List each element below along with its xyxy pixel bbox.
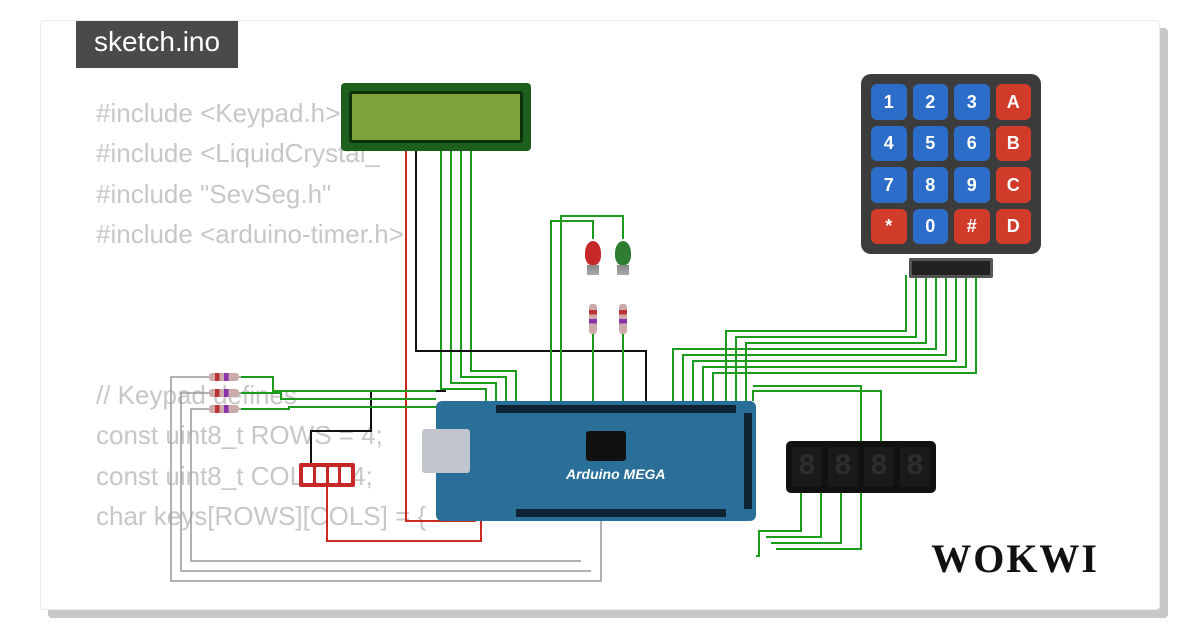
- keypad-key: 6: [954, 126, 990, 162]
- wire: [776, 493, 861, 549]
- wire: [673, 275, 936, 401]
- keypad-key: 1: [871, 84, 907, 120]
- wire: [683, 275, 946, 401]
- seven-segment-display: 8 8 8 8: [786, 441, 936, 493]
- keypad-key: 4: [871, 126, 907, 162]
- keypad-key: 7: [871, 167, 907, 203]
- keypad-key: *: [871, 209, 907, 245]
- wire: [726, 275, 906, 401]
- preview-card: sketch.ino #include <Keypad.h> #include …: [40, 20, 1160, 610]
- keypad-key: 5: [913, 126, 949, 162]
- keypad-key: 0: [913, 209, 949, 245]
- wire: [703, 275, 966, 401]
- keypad-key: #: [954, 209, 990, 245]
- resistor: [209, 405, 239, 413]
- keypad-key: C: [996, 167, 1032, 203]
- wire: [756, 493, 801, 556]
- keypad-key: 9: [954, 167, 990, 203]
- wire: [736, 275, 916, 401]
- wire: [753, 391, 881, 441]
- led: [615, 241, 631, 265]
- wire: [441, 151, 486, 401]
- keypad-key: A: [996, 84, 1032, 120]
- keypad-key: B: [996, 126, 1032, 162]
- wokwi-logo: WOKWI: [931, 539, 1099, 579]
- code-snippet: #include <Keypad.h> #include <LiquidCrys…: [96, 93, 426, 536]
- keypad-key: 3: [954, 84, 990, 120]
- wire: [416, 151, 646, 401]
- mcu-chip-icon: [586, 431, 626, 461]
- resistor: [209, 373, 239, 381]
- wire: [746, 275, 926, 401]
- keypad-4x4: 123A 456B 789C *0#D: [861, 74, 1041, 254]
- filename-label: sketch.ino: [94, 26, 220, 57]
- header-top: [496, 405, 736, 413]
- keypad-key: D: [996, 209, 1032, 245]
- header-bottom: [516, 509, 726, 517]
- keypad-key: 2: [913, 84, 949, 120]
- arduino-label: Arduino MEGA: [566, 467, 666, 481]
- dip-switch: [299, 463, 355, 487]
- resistor: [209, 389, 239, 397]
- lcd-display: [341, 83, 531, 151]
- resistor: [589, 304, 597, 334]
- wire: [713, 275, 976, 401]
- wire: [451, 151, 496, 401]
- wire: [693, 275, 956, 401]
- wire: [471, 151, 516, 401]
- wire: [771, 493, 841, 543]
- wire: [766, 493, 821, 537]
- wire: [753, 386, 861, 441]
- keypad-key: 8: [913, 167, 949, 203]
- resistor: [619, 304, 627, 334]
- lcd-screen: [349, 91, 523, 143]
- filename-tab: sketch.ino: [76, 21, 238, 68]
- header-right: [744, 413, 752, 509]
- arduino-mega: Arduino MEGA: [436, 401, 756, 521]
- led: [585, 241, 601, 265]
- usb-port-icon: [422, 429, 470, 473]
- keypad-connector: [909, 258, 993, 278]
- wire: [461, 151, 506, 401]
